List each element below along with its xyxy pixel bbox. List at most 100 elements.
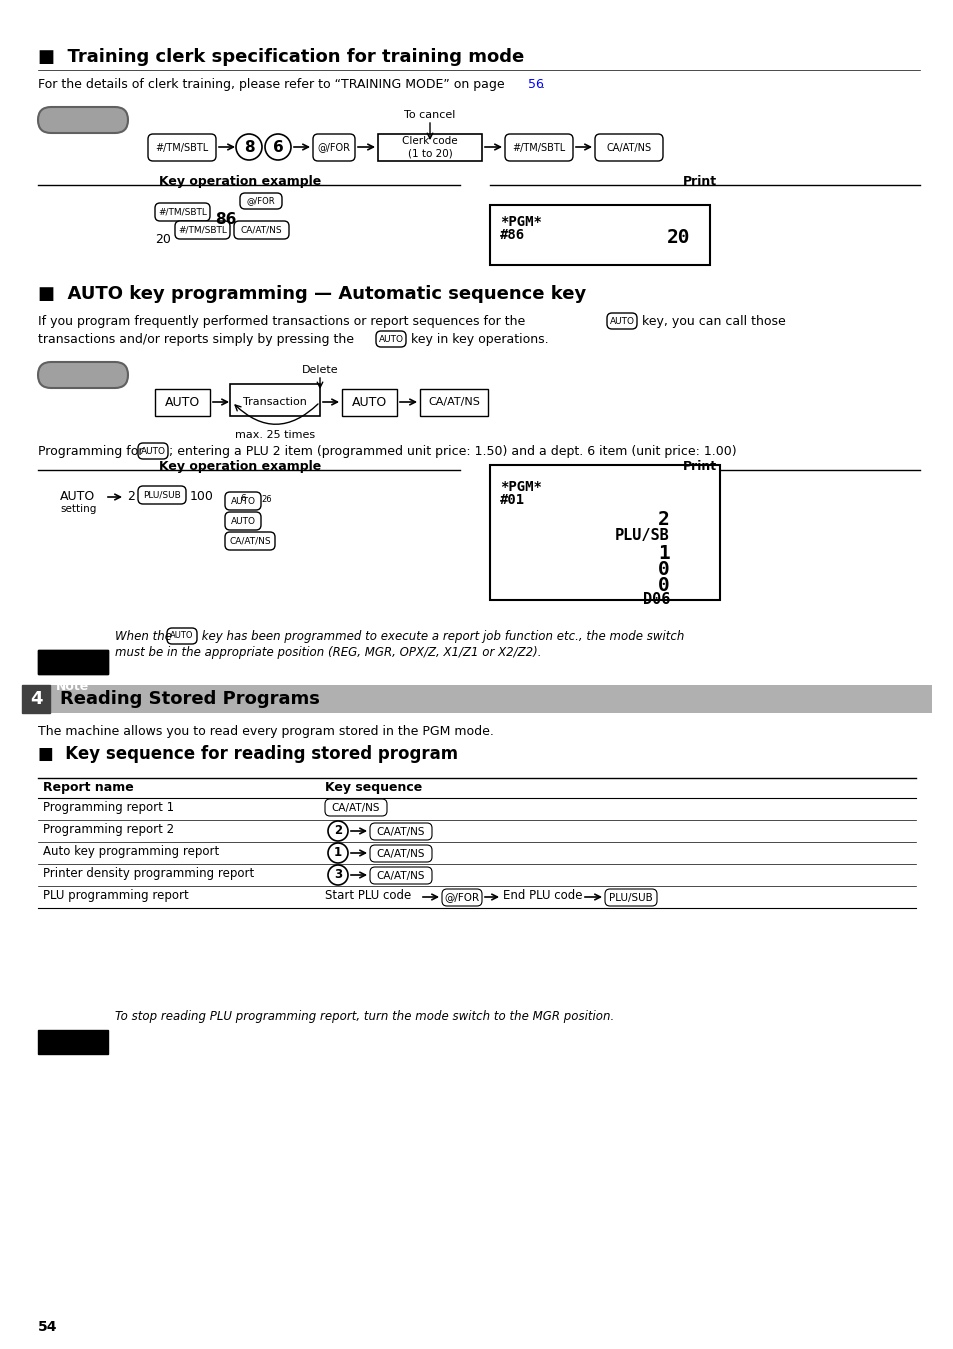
Text: 2: 2 — [658, 510, 669, 529]
Text: 0: 0 — [658, 576, 669, 595]
Text: The machine allows you to read every program stored in the PGM mode.: The machine allows you to read every pro… — [38, 724, 494, 738]
Bar — [22, 685, 50, 714]
Text: PLU programming report: PLU programming report — [43, 889, 189, 902]
Circle shape — [328, 865, 348, 885]
Text: AUTO: AUTO — [140, 447, 165, 456]
Text: #/TM/SBTL: #/TM/SBTL — [158, 208, 207, 216]
Text: #01: #01 — [499, 492, 524, 507]
Text: CA/AT/NS: CA/AT/NS — [428, 398, 479, 407]
Text: transactions and/or reports simply by pressing the: transactions and/or reports simply by pr… — [38, 333, 354, 345]
FancyBboxPatch shape — [154, 202, 210, 221]
FancyBboxPatch shape — [325, 799, 387, 816]
Text: Start PLU code: Start PLU code — [325, 889, 411, 902]
Text: @/FOR: @/FOR — [444, 893, 479, 902]
Text: Procedure: Procedure — [47, 394, 119, 407]
Text: AUTO: AUTO — [60, 490, 95, 503]
Circle shape — [265, 134, 291, 161]
Text: 6: 6 — [240, 494, 246, 503]
Text: D06: D06 — [642, 592, 669, 607]
Text: Key operation example: Key operation example — [159, 175, 321, 188]
FancyBboxPatch shape — [606, 313, 637, 329]
Text: Print: Print — [682, 175, 717, 188]
Text: PLU/SUB: PLU/SUB — [608, 893, 652, 902]
Text: Printer density programming report: Printer density programming report — [43, 867, 254, 880]
FancyBboxPatch shape — [313, 134, 355, 161]
Text: Note: Note — [56, 680, 90, 692]
FancyBboxPatch shape — [38, 362, 128, 389]
Text: 86: 86 — [214, 212, 236, 227]
Bar — [38, 650, 108, 674]
Text: 2: 2 — [334, 824, 342, 838]
FancyBboxPatch shape — [233, 221, 289, 239]
FancyBboxPatch shape — [240, 193, 282, 209]
Text: @/FOR: @/FOR — [317, 143, 350, 152]
Text: Reading Stored Programs: Reading Stored Programs — [60, 689, 319, 708]
Text: Programming report 1: Programming report 1 — [43, 801, 174, 813]
Text: max. 25 times: max. 25 times — [234, 430, 314, 440]
Text: If you program frequently performed transactions or report sequences for the: If you program frequently performed tran… — [38, 316, 525, 328]
Text: Delete: Delete — [301, 366, 338, 375]
Text: AUTO: AUTO — [352, 397, 387, 409]
FancyBboxPatch shape — [148, 134, 215, 161]
FancyBboxPatch shape — [370, 867, 432, 884]
Text: key has been programmed to execute a report job function etc., the mode switch: key has been programmed to execute a rep… — [198, 630, 683, 643]
FancyBboxPatch shape — [225, 513, 261, 530]
Text: CA/AT/NS: CA/AT/NS — [229, 537, 271, 545]
FancyBboxPatch shape — [174, 221, 230, 239]
FancyBboxPatch shape — [370, 844, 432, 862]
Text: @/FOR: @/FOR — [247, 197, 275, 205]
Text: CA/AT/NS: CA/AT/NS — [376, 870, 425, 881]
Bar — [490, 465, 720, 600]
Text: 26: 26 — [261, 495, 272, 505]
FancyBboxPatch shape — [595, 134, 662, 161]
Text: AUTO: AUTO — [378, 335, 403, 344]
Text: #86: #86 — [499, 228, 524, 241]
Bar — [419, 389, 488, 415]
Text: Procedure: Procedure — [47, 139, 119, 152]
Text: AUTO: AUTO — [170, 631, 193, 641]
FancyBboxPatch shape — [604, 889, 657, 907]
Text: 1: 1 — [334, 847, 342, 859]
Bar — [230, 384, 319, 415]
FancyBboxPatch shape — [225, 532, 274, 550]
Bar — [38, 1031, 108, 1054]
Text: setting: setting — [60, 505, 96, 514]
Text: CA/AT/NS: CA/AT/NS — [606, 143, 651, 152]
Bar — [22, 685, 931, 714]
Text: Key sequence: Key sequence — [325, 781, 422, 795]
Text: When the: When the — [115, 630, 172, 643]
FancyBboxPatch shape — [375, 331, 406, 347]
Text: Clerk code
(1 to 20): Clerk code (1 to 20) — [402, 136, 457, 158]
Text: 0: 0 — [658, 560, 669, 579]
Text: To stop reading PLU programming report, turn the mode switch to the MGR position: To stop reading PLU programming report, … — [115, 1010, 614, 1023]
Bar — [38, 778, 915, 799]
Text: 20: 20 — [666, 228, 689, 247]
Text: To cancel: To cancel — [404, 111, 456, 120]
FancyBboxPatch shape — [138, 442, 168, 459]
Text: *PGM*: *PGM* — [499, 214, 541, 229]
Text: key, you can call those: key, you can call those — [638, 316, 785, 328]
Text: 56: 56 — [527, 78, 543, 90]
FancyBboxPatch shape — [441, 889, 481, 907]
Text: 1: 1 — [658, 544, 669, 563]
Text: 100: 100 — [190, 490, 213, 503]
Text: AUTO: AUTO — [231, 517, 255, 526]
Bar — [341, 389, 396, 415]
Text: 2: 2 — [127, 490, 134, 503]
Text: AUTO: AUTO — [609, 317, 634, 325]
Text: CA/AT/NS: CA/AT/NS — [376, 827, 425, 836]
Text: 8: 8 — [243, 139, 254, 155]
Bar — [490, 205, 709, 264]
Bar — [377, 134, 481, 161]
Text: 3: 3 — [334, 869, 342, 881]
Bar — [154, 389, 210, 415]
Text: ■  Training clerk specification for training mode: ■ Training clerk specification for train… — [38, 49, 524, 66]
Text: #/TM/SBTL: #/TM/SBTL — [178, 225, 227, 235]
Bar — [38, 650, 108, 674]
Text: ■  AUTO key programming — Automatic sequence key: ■ AUTO key programming — Automatic seque… — [38, 285, 586, 304]
Text: For the details of clerk training, please refer to “TRAINING MODE” on page: For the details of clerk training, pleas… — [38, 78, 508, 90]
Text: ; entering a PLU 2 item (programmed unit price: 1.50) and a dept. 6 item (unit p: ; entering a PLU 2 item (programmed unit… — [169, 445, 736, 459]
FancyBboxPatch shape — [138, 486, 186, 505]
FancyBboxPatch shape — [225, 492, 261, 510]
Text: Transaction: Transaction — [243, 397, 307, 407]
